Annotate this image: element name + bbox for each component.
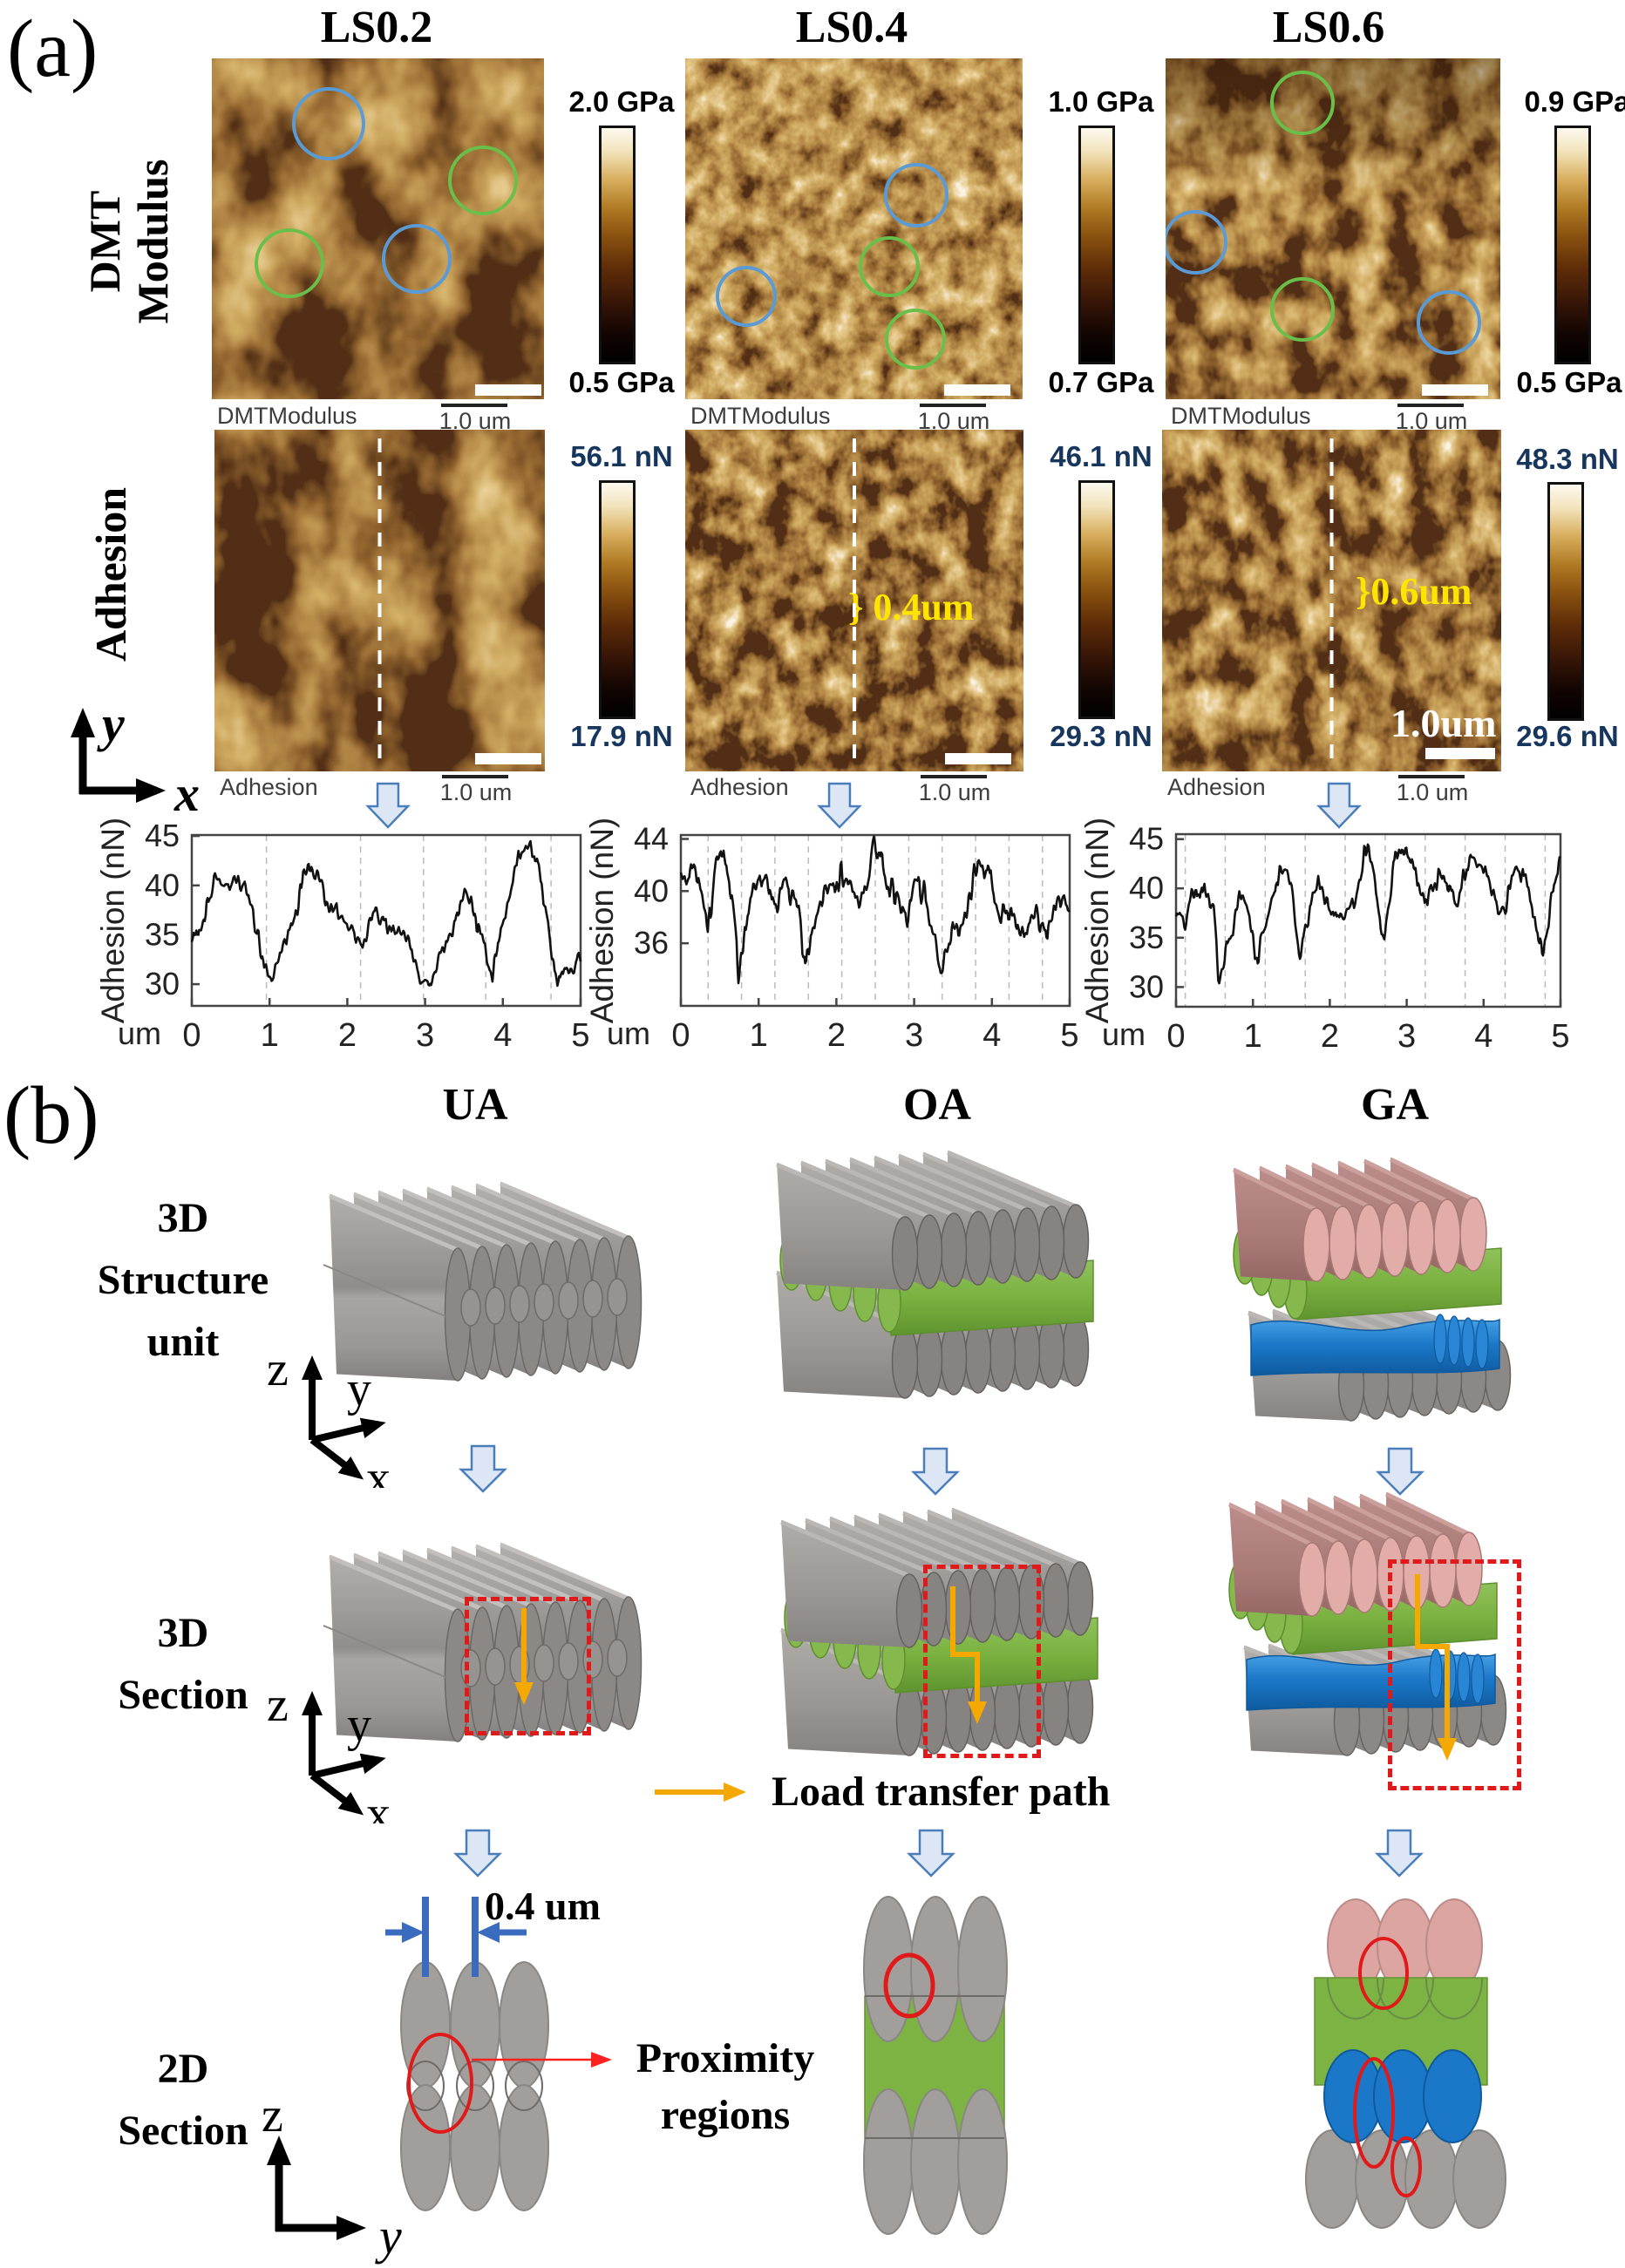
svg-text:2: 2 [1321,1018,1339,1055]
svg-text:} 0.4um: } 0.4um [848,586,974,628]
svg-text:y: y [347,1698,371,1752]
svg-text:um: um [1102,1016,1146,1052]
svg-text:um: um [118,1015,161,1051]
svg-text:5: 5 [571,1017,589,1054]
svg-text:1: 1 [261,1017,279,1054]
svg-text:x: x [366,1451,391,1488]
svg-text:2: 2 [338,1017,357,1054]
svg-text:Adhesion (nN): Adhesion (nN) [584,818,620,1024]
svg-text:x: x [366,1787,391,1823]
svg-text:45: 45 [1129,821,1164,857]
svg-text:5: 5 [1060,1017,1078,1054]
svg-text:1.0um: 1.0um [1390,701,1496,745]
svg-text:}0.6um: }0.6um [1356,570,1472,613]
svg-text:4: 4 [982,1017,1001,1054]
svg-text:z: z [267,1348,289,1396]
svg-text:2: 2 [827,1017,846,1054]
svg-text:Adhesion (nN): Adhesion (nN) [1079,818,1115,1024]
svg-text:0: 0 [182,1017,201,1054]
svg-text:30: 30 [1129,968,1164,1004]
svg-text:36: 36 [634,925,669,961]
svg-text:40: 40 [145,867,180,903]
svg-text:4: 4 [493,1017,512,1054]
svg-text:z: z [262,2092,283,2142]
svg-text:y: y [347,1362,371,1416]
svg-text:1: 1 [750,1017,768,1054]
svg-text:um: um [607,1015,650,1051]
svg-text:3: 3 [1397,1018,1416,1055]
svg-text:3: 3 [416,1017,434,1054]
svg-text:0: 0 [671,1017,690,1054]
svg-text:45: 45 [145,818,180,853]
svg-text:35: 35 [145,916,180,952]
svg-text:3: 3 [905,1017,923,1054]
svg-text:5: 5 [1551,1018,1569,1055]
svg-text:y: y [375,2208,402,2265]
svg-text:y: y [97,696,125,752]
svg-text:44: 44 [634,821,669,857]
svg-text:0: 0 [1166,1018,1185,1055]
svg-text:z: z [267,1684,289,1732]
svg-text:1: 1 [1244,1018,1262,1055]
svg-text:x: x [173,765,200,819]
svg-text:40: 40 [1129,870,1164,906]
svg-text:30: 30 [145,966,180,1002]
svg-text:35: 35 [1129,920,1164,955]
svg-text:40: 40 [634,873,669,908]
svg-text:4: 4 [1474,1018,1492,1055]
svg-text:Adhesion (nN): Adhesion (nN) [95,818,131,1024]
